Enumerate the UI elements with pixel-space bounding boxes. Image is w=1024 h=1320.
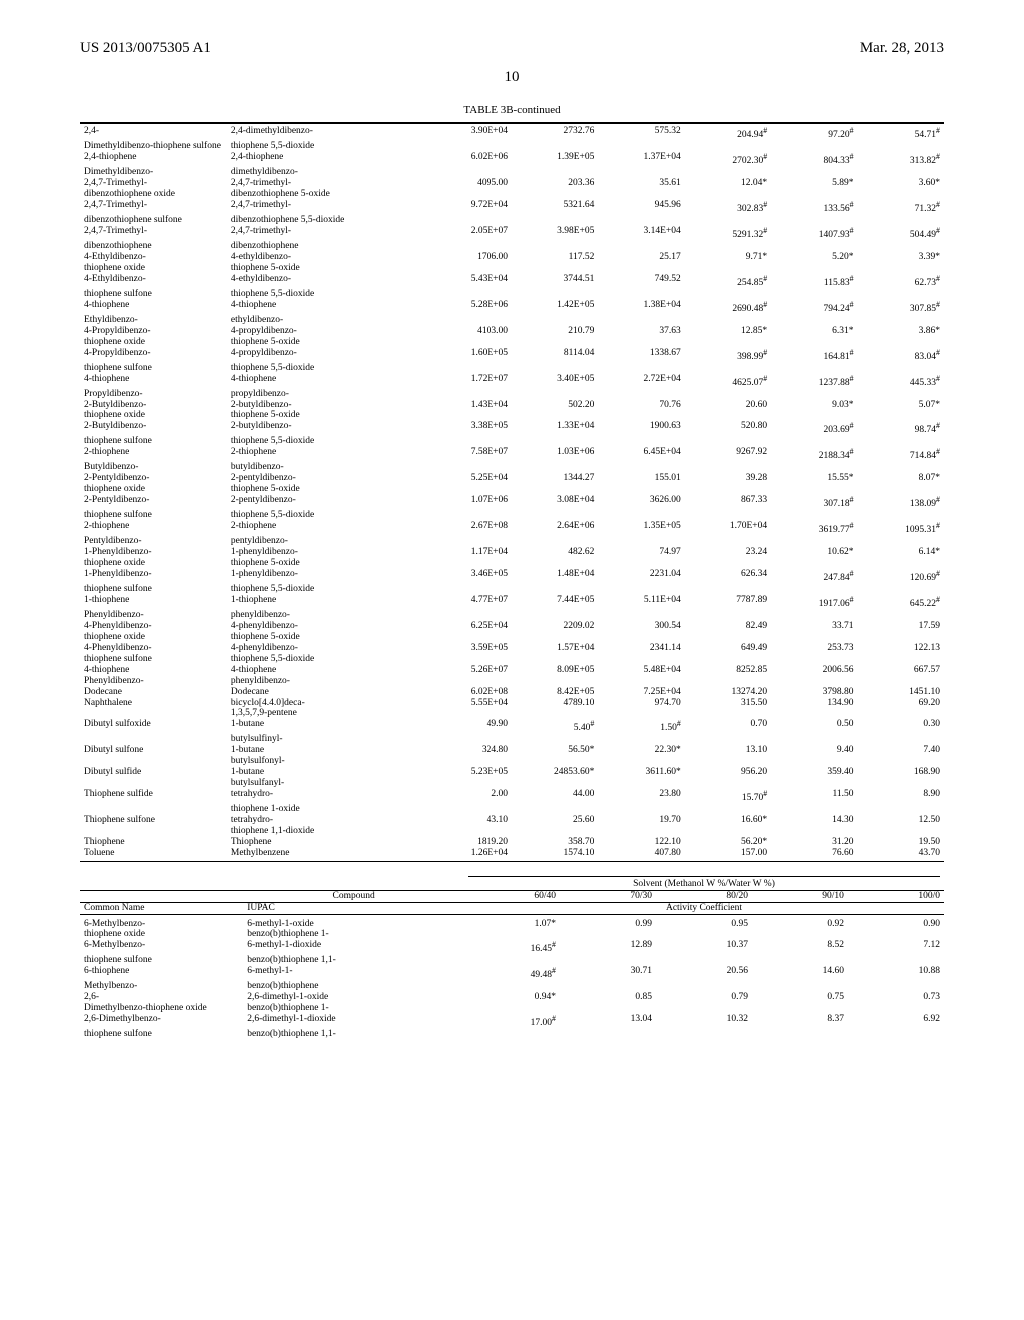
table-row: 6-Methylbenzo-6-methyl-1-oxide1.07*0.990… [80, 919, 944, 930]
table-row: 2-Butyldibenzo-2-butyldibenzo-1.43E+0450… [80, 400, 944, 411]
table-row: Thiophene sulfidetetrahydro-2.0044.0023.… [80, 789, 944, 804]
table-row-cont: thiophene sulfonethiophene 5,5-dioxide [80, 289, 944, 300]
table-row-cont: 1,3,5,7,9-pentene [80, 708, 944, 719]
table-row: 4-Phenyldibenzo-4-phenyldibenzo-3.59E+05… [80, 643, 944, 654]
table-row-cont: dibenzothiophene oxidedibenzothiophene 5… [80, 189, 944, 200]
table-row-cont: thiophene sulfonethiophene 5,5-dioxide [80, 584, 944, 595]
table-row: 4-Propyldibenzo-4-propyldibenzo-4103.002… [80, 326, 944, 337]
table-row-cont: thiophene 1,1-dioxide [80, 826, 944, 837]
table-row: 2-thiophene2-thiophene2.67E+082.64E+061.… [80, 521, 944, 536]
table-row-cont: thiophene sulfonethiophene 5,5-dioxide [80, 510, 944, 521]
table-row: 2-Pentyldibenzo-2-pentyldibenzo-5.25E+04… [80, 473, 944, 484]
table-row: 1-Phenyldibenzo-1-phenyldibenzo-3.46E+05… [80, 569, 944, 584]
table-row-cont: thiophene oxidethiophene 5-oxide [80, 410, 944, 421]
table-row-cont: Butyldibenzo-butyldibenzo- [80, 462, 944, 473]
table-row-cont: Dimethyldibenzo-thiophene sulfonethiophe… [80, 141, 944, 152]
table-row-cont: butylsulfanyl- [80, 778, 944, 789]
table-row: 2-Pentyldibenzo-2-pentyldibenzo-1.07E+06… [80, 495, 944, 510]
table-row-cont: thiophene sulfonethiophene 5,5-dioxide [80, 436, 944, 447]
table-row: 2,4-thiophene2,4-thiophene6.02E+061.39E+… [80, 152, 944, 167]
table-row-cont: thiophene oxidethiophene 5-oxide [80, 558, 944, 569]
table-row: 6-Methylbenzo-6-methyl-1-dioxide16.45#12… [80, 940, 944, 955]
page-number: 10 [80, 69, 944, 86]
table-row-cont: Methylbenzo-benzo(b)thiophene [80, 981, 944, 992]
table-row: 2,4,7-Trimethyl-2,4,7-trimethyl-4095.002… [80, 178, 944, 189]
table-row: 2-thiophene2-thiophene7.58E+071.03E+066.… [80, 447, 944, 462]
table-row: Thiophene sulfonetetrahydro-43.1025.6019… [80, 815, 944, 826]
table-row-cont: thiophene oxidethiophene 5-oxide [80, 484, 944, 495]
table-row-cont: butylsulfinyl- [80, 734, 944, 745]
table-row: 2,4,7-Trimethyl-2,4,7-trimethyl-2.05E+07… [80, 226, 944, 241]
table-row-cont: thiophene oxidethiophene 5-oxide [80, 263, 944, 274]
table-row-cont: thiophene sulfonebenzo(b)thiophene 1,1- [80, 1029, 944, 1040]
table-row-cont: thiophene sulfonethiophene 5,5-dioxide [80, 363, 944, 374]
patent-number: US 2013/0075305 A1 [80, 40, 211, 57]
table-row: TolueneMethylbenzene1.26E+041574.10407.8… [80, 848, 944, 859]
page-header: US 2013/0075305 A1 Mar. 28, 2013 [80, 40, 944, 57]
table-3b-continued: 2,4-2,4-dimethyldibenzo-3.90E+042732.765… [80, 122, 944, 862]
table-row: 2,6-Dimethylbenzo-2,6-dimethyl-1-dioxide… [80, 1014, 944, 1029]
table-row: DodecaneDodecane6.02E+088.42E+057.25E+04… [80, 687, 944, 698]
table-row-cont: thiophene 1-oxide [80, 804, 944, 815]
table-row: 2-Butyldibenzo-2-butyldibenzo-3.38E+051.… [80, 421, 944, 436]
table-row: 1-Phenyldibenzo-1-phenyldibenzo-1.17E+04… [80, 547, 944, 558]
table-row: 6-thiophene6-methyl-1-49.48#30.7120.5614… [80, 966, 944, 981]
patent-date: Mar. 28, 2013 [860, 40, 944, 57]
table-row: Naphthalenebicyclo[4.4.0]deca-5.55E+0447… [80, 698, 944, 709]
table-row-cont: Pentyldibenzo-pentyldibenzo- [80, 536, 944, 547]
table-row: 2,4-2,4-dimethyldibenzo-3.90E+042732.765… [80, 126, 944, 141]
table-row-cont: dibenzothiophenedibenzothiophene [80, 241, 944, 252]
table-row-cont: Phenyldibenzo-phenyldibenzo- [80, 676, 944, 687]
table-row-cont: Propyldibenzo-propyldibenzo- [80, 389, 944, 400]
table-row: 2,6-2,6-dimethyl-1-oxide0.94*0.850.790.7… [80, 992, 944, 1003]
table-row-cont: dibenzothiophene sulfonedibenzothiophene… [80, 215, 944, 226]
table-row: ThiopheneThiophene1819.20358.70122.1056.… [80, 837, 944, 848]
table-row: 4-Ethyldibenzo-4-ethyldibenzo-5.43E+0437… [80, 274, 944, 289]
table-row-cont: thiophene oxidebenzo(b)thiophene 1- [80, 929, 944, 940]
table-row-cont: Dimethyldibenzo-dimethyldibenzo- [80, 167, 944, 178]
table-row: 4-thiophene4-thiophene5.28E+061.42E+051.… [80, 300, 944, 315]
table-row: Dibutyl sulfone1-butane324.8056.50*22.30… [80, 745, 944, 756]
table-row: 4-Ethyldibenzo-4-ethyldibenzo-1706.00117… [80, 252, 944, 263]
table-row-cont: thiophene oxidethiophene 5-oxide [80, 337, 944, 348]
table-row-cont: Phenyldibenzo-phenyldibenzo- [80, 610, 944, 621]
table-row: 4-thiophene4-thiophene1.72E+073.40E+052.… [80, 374, 944, 389]
table-row: 1-thiophene1-thiophene4.77E+077.44E+055.… [80, 595, 944, 610]
table-row: 4-Phenyldibenzo-4-phenyldibenzo-6.25E+04… [80, 621, 944, 632]
table-row-cont: butylsulfonyl- [80, 756, 944, 767]
table-row: 2,4,7-Trimethyl-2,4,7-trimethyl-9.72E+04… [80, 200, 944, 215]
table-row: 4-thiophene4-thiophene5.26E+078.09E+055.… [80, 665, 944, 676]
table-row-cont: thiophene oxidethiophene 5-oxide [80, 632, 944, 643]
table-row: 4-Propyldibenzo-4-propyldibenzo-1.60E+05… [80, 348, 944, 363]
table-row: Dibutyl sulfoxide1-butane49.905.40#1.50#… [80, 719, 944, 734]
table-row-cont: Dimethylbenzo-thiophene oxidebenzo(b)thi… [80, 1003, 944, 1014]
table-row: Dibutyl sulfide1-butane5.23E+0524853.60*… [80, 767, 944, 778]
table-row-cont: thiophene sulfonethiophene 5,5-dioxide [80, 654, 944, 665]
table-caption: TABLE 3B-continued [80, 104, 944, 116]
table-row-cont: Ethyldibenzo-ethyldibenzo- [80, 315, 944, 326]
table-3b-sub: Solvent (Methanol W %/Water W %)Compound… [80, 876, 944, 1040]
table-row-cont: thiophene sulfonebenzo(b)thiophene 1,1- [80, 955, 944, 966]
